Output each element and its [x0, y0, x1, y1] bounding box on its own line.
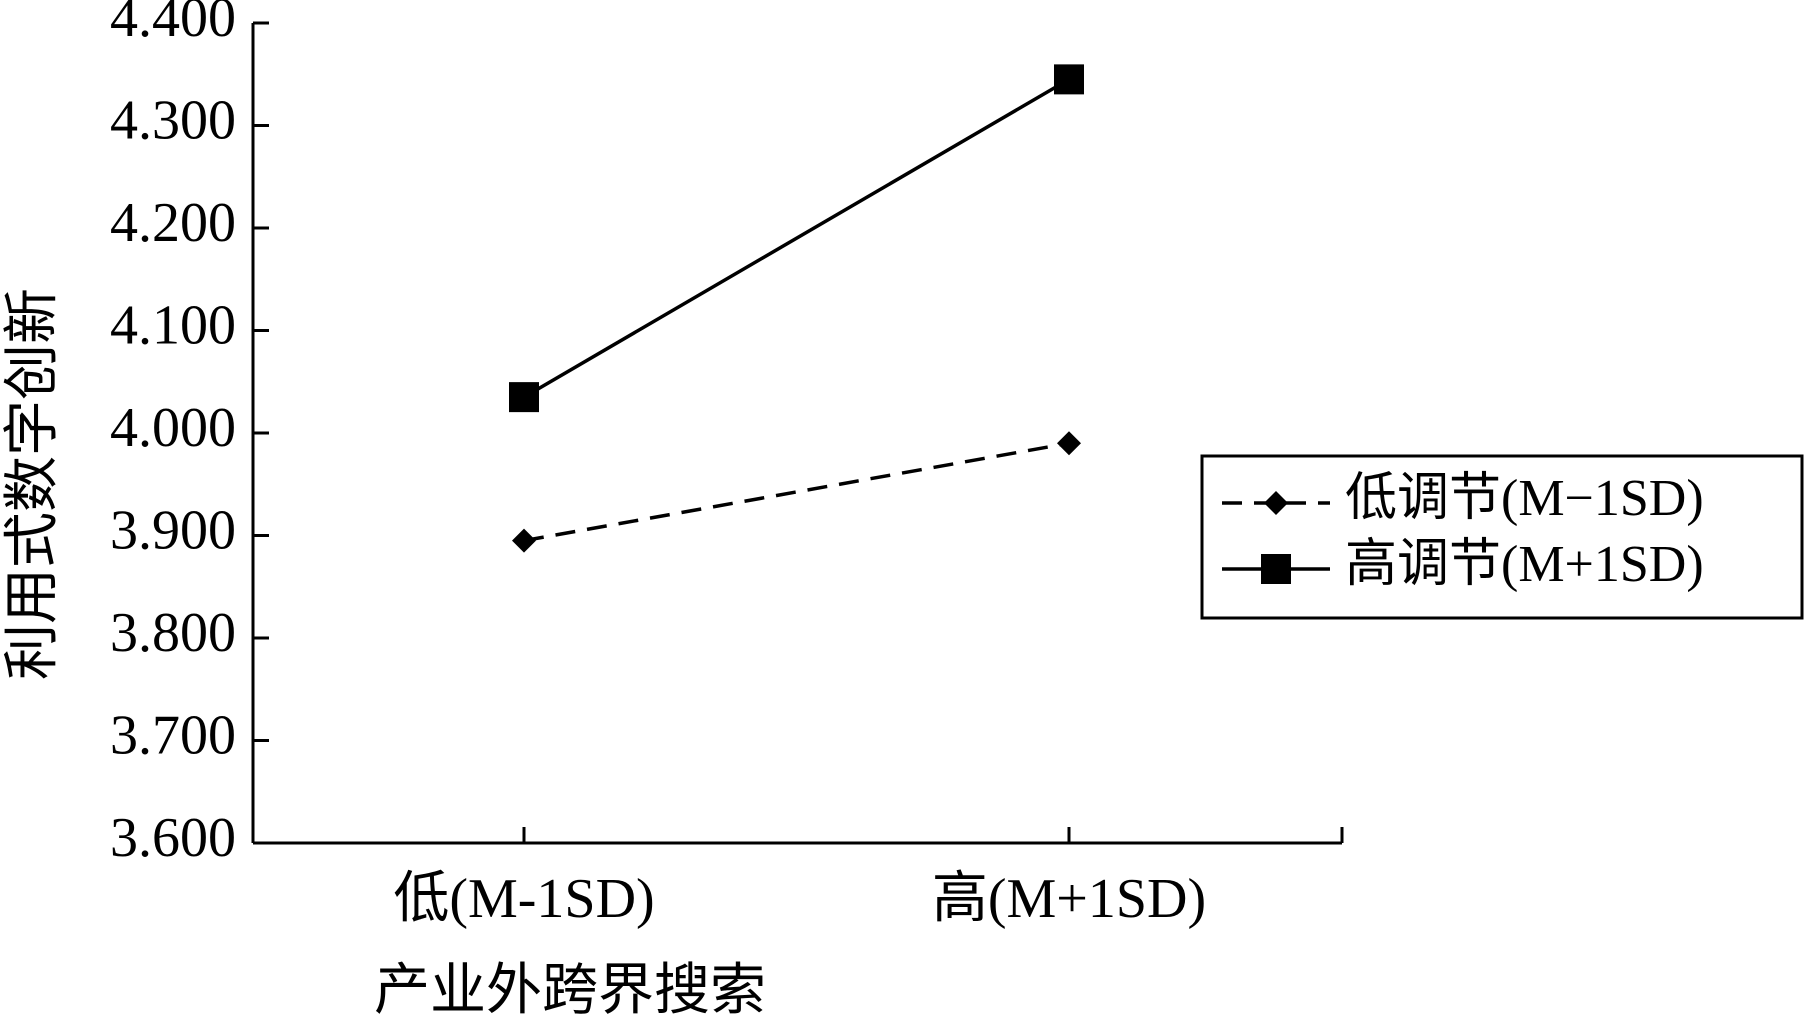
legend-label: 高调节(M+1SD): [1345, 536, 1704, 593]
y-tick-label: 3.600: [110, 807, 236, 869]
y-tick-label: 3.900: [110, 499, 236, 561]
y-tick-label: 4.300: [110, 89, 236, 151]
y-tick-label: 4.400: [110, 0, 236, 49]
legend-label: 低调节(M−1SD): [1345, 470, 1704, 527]
series-line: [523, 441, 1070, 543]
point: [1054, 64, 1084, 95]
y-tick-label: 4.200: [110, 192, 236, 254]
legend-marker: [1264, 491, 1288, 515]
legend-box: [1200, 454, 1804, 620]
y-tick-label: 3.800: [110, 602, 236, 664]
y-tick-label: 4.100: [110, 294, 236, 356]
x-tick-label: 高(M+1SD): [932, 868, 1206, 930]
point: [1057, 431, 1081, 456]
y-tick-label: 3.700: [110, 704, 236, 766]
point: [512, 528, 536, 553]
x-axis-title: 产业外跨界搜索: [374, 960, 766, 1022]
legend-marker: [1261, 554, 1291, 584]
series-line: [523, 77, 1070, 399]
y-axis-title: 利用式数字创新: [2, 288, 64, 680]
point: [509, 382, 539, 413]
y-tick-label: 4.000: [110, 397, 236, 459]
x-tick-label: 低(M-1SD): [393, 868, 654, 930]
